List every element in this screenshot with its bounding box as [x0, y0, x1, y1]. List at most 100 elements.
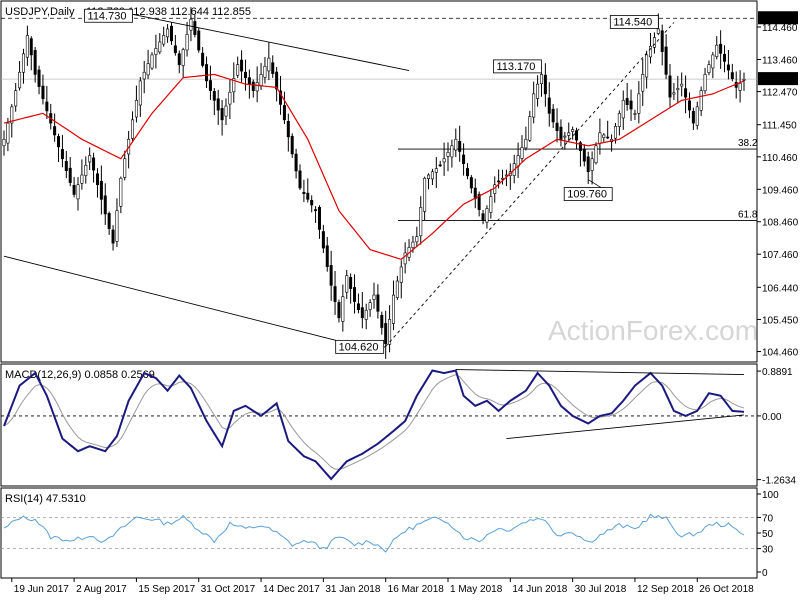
candle-body [617, 113, 621, 127]
candle-body [450, 145, 454, 158]
candle-body [45, 101, 49, 112]
candle-body [298, 170, 302, 189]
fib-label: 61.8 [738, 209, 758, 220]
candle-body [497, 180, 501, 183]
candle-body [668, 75, 672, 98]
candle-body [92, 157, 96, 171]
candle-body [247, 77, 251, 85]
axis-layer: 114.460 113.460 112.470 111.450 110.460 109.4… [11, 11, 799, 595]
candle-body [6, 122, 10, 144]
candle-body [423, 177, 427, 212]
candle-body [672, 92, 676, 95]
moving-average-line [3, 73, 745, 261]
candle-body [201, 52, 205, 66]
candle-body [271, 62, 275, 74]
candle-body [220, 108, 224, 121]
candle-body [267, 57, 271, 72]
candle-body [21, 53, 25, 73]
x-tick-label: 19 Jun 2017 [14, 584, 69, 595]
rsi-label: RSI(14) 47.5310 [5, 493, 86, 505]
macd-y-tick-label: 0.00 [762, 412, 782, 423]
candle-body [625, 98, 629, 105]
price-y-tick-label: 109.460 [762, 185, 799, 196]
candle-body [84, 164, 88, 176]
candle-body [442, 158, 446, 163]
candle-body [695, 106, 699, 126]
candle-body [427, 174, 431, 179]
price-y-tick-label: 104.460 [762, 348, 799, 359]
trendline [132, 13, 410, 71]
candle-body [360, 307, 364, 319]
x-tick-label: 1 May 2018 [450, 584, 503, 595]
candle-body [711, 54, 715, 69]
candle-body [290, 135, 294, 155]
candle-body [228, 91, 232, 105]
candle-body [703, 74, 707, 92]
x-tick-label: 15 Sep 2017 [138, 584, 195, 595]
candle-body [547, 97, 551, 114]
x-tick-label: 14 Jun 2018 [512, 584, 567, 595]
candle-body [430, 171, 434, 180]
price-layer: 38.2 61.8 114.730 113.170 114.540 109.760 104.… [1, 7, 758, 359]
candle-body [294, 153, 298, 172]
x-tick-label: 30 Jul 2018 [575, 584, 627, 595]
candle-body [621, 100, 625, 119]
candle-body [719, 43, 723, 54]
candle-body [208, 80, 212, 91]
price-highlight-box [758, 11, 798, 25]
candle-body [715, 44, 719, 57]
candle-body [185, 34, 189, 51]
candle-body [18, 71, 22, 89]
candle-body [33, 50, 37, 75]
candle-body [99, 180, 103, 200]
price-y-tick-label: 110.460 [762, 153, 798, 164]
candle-body [150, 54, 154, 69]
x-tick-label: 14 Dec 2017 [263, 584, 320, 595]
price-y-tick-label: 106.440 [762, 283, 799, 294]
candle-body [388, 319, 392, 345]
rsi-y-tick-label: 70 [762, 513, 774, 524]
rsi-y-tick-label: 0 [762, 568, 768, 579]
candle-body [532, 93, 536, 118]
candle-body [649, 45, 653, 58]
rsi-layer [1, 513, 757, 553]
candle-body [489, 196, 493, 213]
annotation-label: 114.540 [613, 16, 652, 28]
price-y-tick-label: 107.460 [762, 250, 799, 261]
candle-body [310, 199, 314, 206]
trendline [385, 22, 675, 347]
candle-body [236, 64, 240, 76]
candle-body [660, 30, 664, 52]
candle-body [154, 48, 158, 55]
price-y-tick-label: 113.460 [762, 55, 798, 66]
candle-body [536, 83, 540, 99]
candle-body [641, 74, 645, 92]
candle-body [652, 37, 656, 48]
candle-body [134, 100, 138, 118]
candle-body [598, 132, 602, 144]
candle-body [177, 53, 181, 65]
price-y-tick-label: 112.470 [762, 88, 798, 99]
candle-body [539, 74, 543, 84]
macd-label: MACD(12,26,9) 0.0858 0.2569 [5, 369, 155, 381]
candle-body [232, 78, 236, 93]
candle-body [317, 206, 321, 230]
candle-body [142, 71, 146, 80]
candle-body [169, 25, 173, 42]
candle-body [251, 81, 255, 91]
candle-body [119, 177, 123, 207]
annotation-label: 104.620 [339, 341, 379, 353]
candle-body [586, 156, 590, 173]
candle-body [123, 158, 127, 178]
candle-body [10, 106, 14, 124]
candle-body [333, 286, 337, 302]
candle-body [72, 184, 76, 195]
candle-body [341, 296, 345, 322]
candle-body [68, 167, 72, 183]
candle-body [138, 80, 142, 106]
annotation-label: 109.760 [567, 189, 607, 201]
price-highlight-box [758, 72, 798, 86]
x-tick-label: 16 Mar 2018 [388, 584, 445, 595]
price-y-tick-label: 105.450 [762, 315, 799, 326]
candle-body [349, 277, 353, 289]
